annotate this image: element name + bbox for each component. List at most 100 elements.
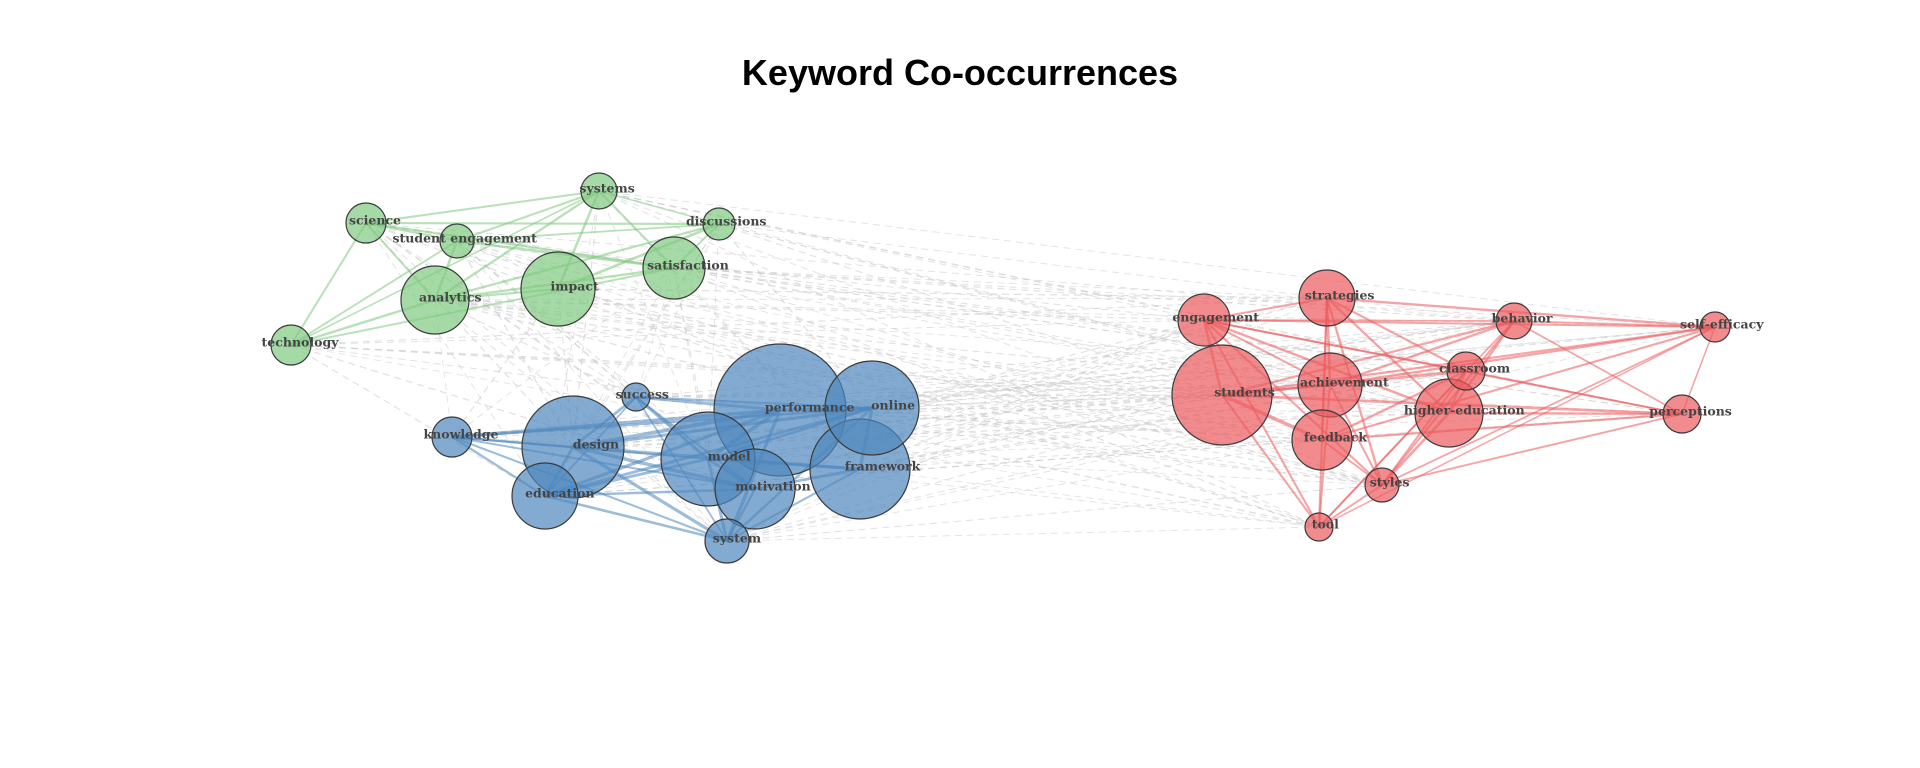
edge xyxy=(1381,413,1683,486)
edge xyxy=(726,484,1383,542)
node-label: framework xyxy=(845,459,921,474)
edge xyxy=(290,344,1683,415)
edge xyxy=(365,221,720,226)
edge xyxy=(290,344,546,497)
edge xyxy=(598,190,720,225)
node-label: tool xyxy=(1312,517,1339,532)
node-label: science xyxy=(349,213,401,228)
edge xyxy=(365,222,546,497)
edge xyxy=(718,223,1223,396)
node-tool xyxy=(1304,512,1334,542)
edge xyxy=(1329,325,1716,387)
keyword-labels: systems science student engagement discussi… xyxy=(262,181,1765,546)
edge xyxy=(754,319,1205,490)
node-label: online xyxy=(871,398,915,413)
edge xyxy=(434,299,1716,328)
node-label: success xyxy=(616,387,669,402)
edge xyxy=(456,240,756,490)
edge xyxy=(598,190,1716,328)
edge xyxy=(1513,320,1683,415)
edge xyxy=(673,267,1515,322)
edge xyxy=(456,190,600,242)
node-label: systems xyxy=(579,181,634,196)
node-system xyxy=(704,518,750,564)
edge xyxy=(290,319,1205,346)
node-label: behavior xyxy=(1492,311,1553,326)
edge xyxy=(290,344,756,490)
node-label: knowledge xyxy=(424,427,499,442)
edge xyxy=(871,407,1383,486)
node-students xyxy=(1171,344,1273,446)
edge xyxy=(718,223,1515,322)
node-styles xyxy=(1364,467,1400,503)
edge xyxy=(365,189,600,225)
edge xyxy=(726,526,1320,542)
edge xyxy=(859,319,1205,470)
edge xyxy=(365,222,1320,528)
edge xyxy=(726,319,1205,542)
edge xyxy=(1465,370,1683,415)
node-self-efficacy xyxy=(1699,311,1731,343)
node-label: students xyxy=(1214,385,1275,400)
edge xyxy=(434,299,1450,414)
edge xyxy=(1203,319,1716,328)
edge xyxy=(859,394,1223,470)
edge xyxy=(673,267,1683,415)
node-behavior xyxy=(1495,302,1533,340)
node-motivation xyxy=(714,448,796,530)
node-student-engagement xyxy=(439,223,475,259)
node-label: perceptions xyxy=(1649,404,1732,419)
node-label: classroom xyxy=(1439,361,1510,376)
edge xyxy=(290,297,1328,346)
node-label: discussions xyxy=(686,214,767,229)
edge xyxy=(365,222,709,460)
node-label: motivation xyxy=(735,479,810,494)
node-impact xyxy=(520,251,596,327)
node-label: design xyxy=(573,437,619,452)
edge xyxy=(365,222,1467,372)
node-label: education xyxy=(525,486,594,501)
node-label: styles xyxy=(1370,475,1410,490)
node-label: engagement xyxy=(1172,310,1259,325)
edge xyxy=(1321,412,1683,442)
edge xyxy=(434,299,728,542)
edge xyxy=(718,223,873,409)
node-knowledge xyxy=(431,416,473,458)
edge xyxy=(451,267,675,438)
edge xyxy=(673,267,1383,486)
edge xyxy=(598,190,709,460)
node-label: satisfaction xyxy=(647,258,729,273)
node-classroom xyxy=(1446,351,1486,391)
node-label: strategies xyxy=(1305,288,1375,303)
edge xyxy=(365,222,728,542)
node-label: system xyxy=(713,531,761,546)
edge xyxy=(544,439,1323,497)
edge xyxy=(434,299,1467,372)
node-label: self-efficacy xyxy=(1680,317,1764,332)
node-label: analytics xyxy=(419,290,481,305)
edge xyxy=(456,240,1323,441)
edge xyxy=(434,299,637,398)
edge xyxy=(635,267,675,398)
edge xyxy=(557,288,1320,528)
node-satisfaction xyxy=(642,236,706,300)
edge xyxy=(1321,325,1716,442)
edge xyxy=(718,223,1331,386)
node-discussions xyxy=(702,207,736,241)
edge xyxy=(434,299,1205,321)
node-science xyxy=(345,202,387,244)
edge xyxy=(1381,326,1716,486)
edge xyxy=(635,223,720,398)
edge xyxy=(451,412,1450,438)
node-success xyxy=(621,382,651,412)
edge xyxy=(859,370,1467,470)
node-label: student engagement xyxy=(392,231,537,246)
node-analytics xyxy=(400,265,470,335)
edge xyxy=(871,297,1328,409)
node-label: feedback xyxy=(1304,430,1367,445)
edge xyxy=(290,240,458,346)
edge xyxy=(779,409,1320,528)
node-label: performance xyxy=(765,400,855,415)
chart-title: Keyword Co-occurrences xyxy=(741,52,1179,93)
